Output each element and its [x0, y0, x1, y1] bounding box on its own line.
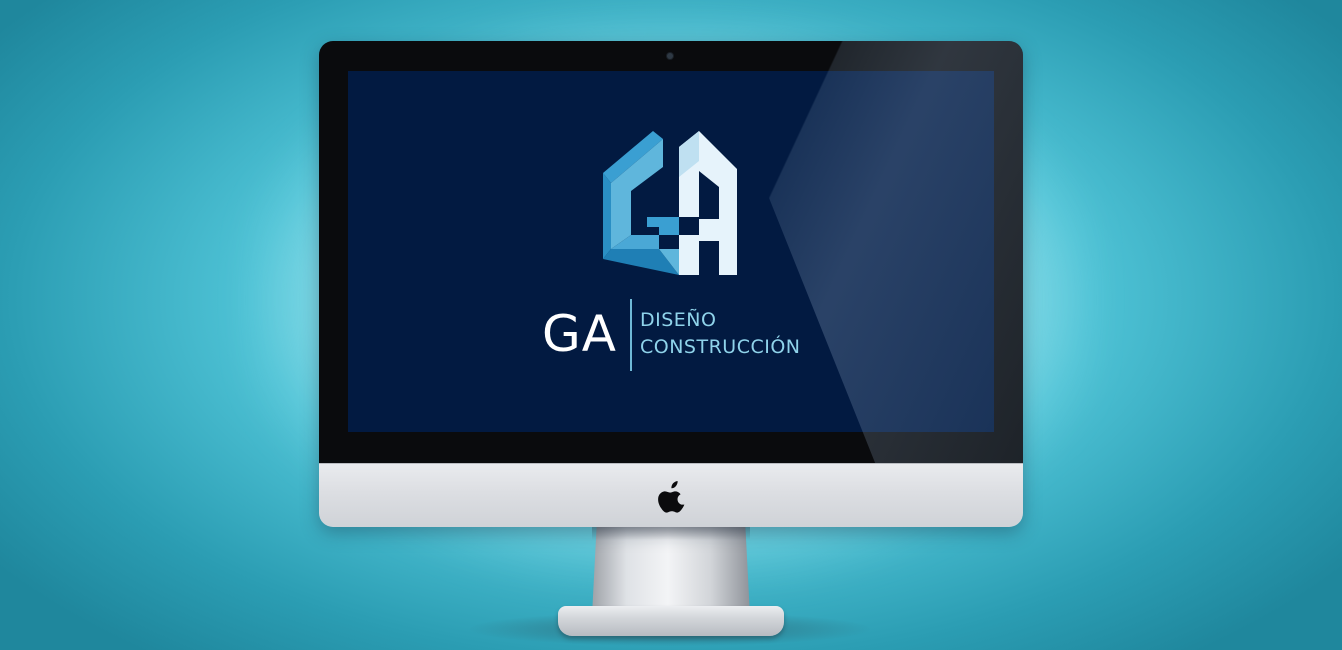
ga-house-monogram-icon [603, 131, 737, 275]
monitor-stand-neck [592, 524, 750, 616]
wordmark-divider [630, 299, 632, 371]
monitor-screen: GA DISEÑO CONSTRUCCIÓN [348, 71, 994, 432]
apple-logo-icon [658, 481, 685, 513]
webcam-icon [667, 53, 673, 59]
brand-wordmark: GA DISEÑO CONSTRUCCIÓN [542, 297, 842, 373]
imac-monitor: GA DISEÑO CONSTRUCCIÓN [319, 41, 1023, 527]
brand-tagline-line2: CONSTRUCCIÓN [640, 336, 801, 358]
monitor-stand-shade [592, 524, 750, 540]
brand-tagline-line1: DISEÑO [640, 309, 717, 331]
monitor-bezel: GA DISEÑO CONSTRUCCIÓN [319, 41, 1023, 463]
brand-name: GA [542, 305, 617, 363]
monitor-stand-base [558, 606, 784, 636]
